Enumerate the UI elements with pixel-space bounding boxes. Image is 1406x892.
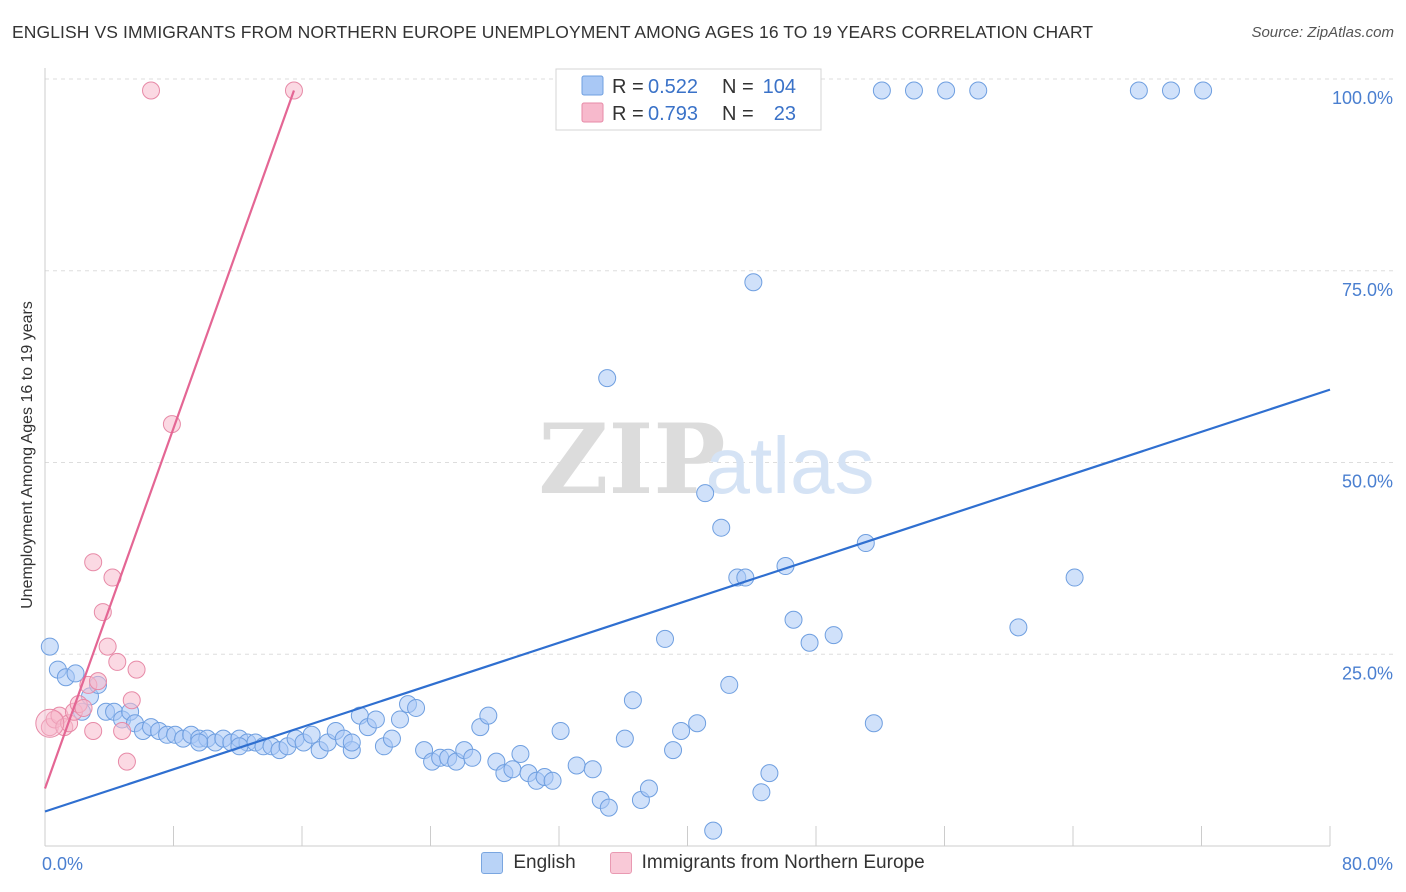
point-immigrants-17	[122, 691, 141, 710]
legend-swatch-immigrants	[581, 102, 604, 123]
point-english-43	[382, 729, 401, 748]
trend-lines	[43, 90, 1331, 813]
legend-r-label-english: R =	[612, 76, 644, 98]
legend-n-label-immigrants: N =	[722, 103, 754, 125]
point-english-83	[744, 273, 763, 292]
point-english-58	[503, 760, 522, 779]
point-english-70	[623, 691, 642, 710]
point-english-41	[366, 710, 385, 729]
point-english-102	[342, 733, 361, 752]
legend-bottom-swatch-immigrants	[609, 852, 632, 874]
point-immigrants-16	[117, 752, 136, 771]
trend-line-english	[44, 388, 1331, 813]
point-english-78	[704, 821, 723, 840]
point-english-99	[1161, 81, 1180, 100]
point-english-55	[479, 706, 498, 725]
legend-item-immigrants: Immigrants from Northern Europe	[609, 852, 925, 874]
point-english-103	[190, 733, 209, 752]
point-english-74	[664, 741, 683, 760]
point-english-73	[656, 629, 675, 648]
point-immigrants-12	[98, 637, 117, 656]
y-tick-label-50: 50.0%	[1342, 472, 1393, 492]
point-english-95	[969, 81, 988, 100]
y-tick-label-75: 75.0%	[1342, 280, 1393, 300]
legend-bottom-label-immigrants: Immigrants from Northern Europe	[641, 852, 925, 873]
point-english-66	[583, 760, 602, 779]
point-english-64	[551, 721, 570, 740]
point-immigrants-15	[113, 721, 132, 740]
point-english-65	[567, 756, 586, 775]
point-english-76	[688, 714, 707, 733]
point-english-91	[864, 714, 883, 733]
legend-bottom-swatch-english	[481, 852, 504, 874]
point-immigrants-cluster	[35, 708, 65, 738]
point-english-69	[615, 729, 634, 748]
series-english-points	[40, 81, 1213, 840]
legend-bottom: English Immigrants from Northern Europe	[0, 852, 1406, 874]
point-english-44	[390, 710, 409, 729]
point-english-33	[302, 725, 321, 744]
chart-title: ENGLISH VS IMMIGRANTS FROM NORTHERN EURO…	[12, 22, 1094, 42]
point-english-97	[1065, 568, 1084, 587]
point-english-92	[872, 81, 891, 100]
point-immigrants-21	[84, 553, 103, 572]
point-english-100	[1194, 81, 1213, 100]
point-english-68	[599, 798, 618, 817]
point-immigrants-10	[89, 672, 108, 691]
legend-n-value-immigrants: 23	[774, 103, 796, 125]
y-tick-label-100: 100.0%	[1332, 88, 1393, 108]
point-english-88	[800, 633, 819, 652]
axes	[44, 68, 1331, 847]
point-immigrants-18	[127, 660, 146, 679]
legend-item-english: English	[481, 852, 576, 874]
point-immigrants-14	[108, 652, 127, 671]
watermark-zip: ZIP	[538, 403, 725, 516]
point-english-53	[463, 748, 482, 767]
source-credit: Source: ZipAtlas.com	[1251, 24, 1394, 41]
x-tick-label-max: 80.0%	[1342, 854, 1393, 874]
point-english-79	[712, 518, 731, 537]
point-english-104	[230, 737, 249, 756]
point-english-82	[736, 568, 755, 587]
trend-line-immigrants	[43, 90, 296, 789]
point-english-63	[543, 771, 562, 790]
point-english-72	[639, 779, 658, 798]
point-english-46	[407, 698, 426, 717]
grid-lines	[45, 78, 1395, 655]
point-english-101	[598, 369, 617, 388]
point-english-96	[1009, 618, 1028, 637]
tick-labels: 25.0% 50.0% 75.0% 100.0% 0.0% 80.0%	[42, 88, 1393, 874]
legend-bottom-label-english: English	[513, 852, 576, 873]
point-english-85	[760, 764, 779, 783]
point-immigrants-9	[84, 721, 103, 740]
point-english-80	[720, 675, 739, 694]
legend-r-value-immigrants: 0.793	[648, 103, 698, 125]
point-immigrants-7	[74, 698, 93, 717]
legend-top: R = 0.522 N = 104 R = 0.793 N = 23	[555, 68, 822, 131]
y-tick-label-25: 25.0%	[1342, 663, 1393, 683]
point-english-89	[824, 626, 843, 645]
point-english-77	[696, 484, 715, 503]
point-english-87	[784, 610, 803, 629]
watermark-atlas: atlas	[706, 421, 875, 510]
legend-r-label-immigrants: R =	[612, 103, 644, 125]
series-immigrants-points	[35, 81, 303, 771]
point-immigrants-19	[142, 81, 161, 100]
x-tick-label-min: 0.0%	[42, 854, 83, 874]
point-english-84	[752, 783, 771, 802]
legend-r-value-english: 0.522	[648, 76, 698, 98]
legend-swatch-english	[581, 75, 604, 96]
legend-n-label-english: N =	[722, 76, 754, 98]
point-english-98	[1129, 81, 1148, 100]
legend-n-value-english: 104	[763, 76, 796, 98]
point-english-0	[40, 637, 59, 656]
point-english-94	[937, 81, 956, 100]
point-english-59	[511, 744, 530, 763]
point-english-93	[904, 81, 923, 100]
point-english-75	[672, 721, 691, 740]
watermark: ZIP atlas	[538, 403, 874, 516]
point-english-3	[66, 664, 85, 683]
